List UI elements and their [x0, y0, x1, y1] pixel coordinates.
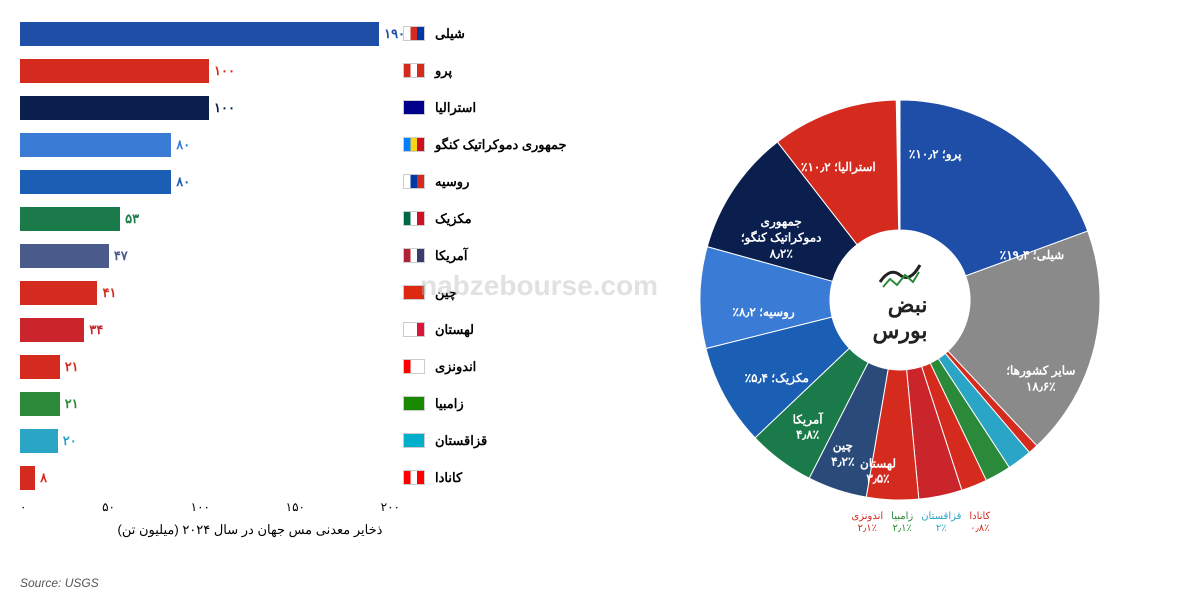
pie-label: لهستان۳٫۵٪ [860, 456, 896, 487]
bar-value: ۴۷ [109, 248, 128, 264]
bar-fill: ۸۰ [20, 170, 171, 194]
pie-label: مکزیک؛ ۵٫۴٪ [745, 371, 809, 387]
pie-small-label: زامبیا۲٫۱٪ [891, 511, 913, 535]
bar-fill: ۲۱ [20, 355, 60, 379]
pie-small-label: کانادا۰٫۸٪ [969, 511, 990, 535]
bar-value: ۸۰ [171, 137, 190, 153]
bar-fill: ۱۹۰ [20, 22, 379, 46]
bar-label: اندونزی [430, 359, 580, 375]
bar-row: چین ۴۱ [20, 274, 580, 311]
bar-label: آمریکا [430, 248, 580, 264]
flag-icon [403, 26, 425, 41]
flag-icon [403, 248, 425, 263]
bar-label: روسیه [430, 174, 580, 190]
x-tick: ۵۰ [102, 500, 115, 514]
pie-label: شیلی؛ ۱۹٫۴٪ [1000, 248, 1065, 264]
bar-value: ۱۰۰ [209, 63, 235, 79]
bar-row: لهستان ۳۴ [20, 311, 580, 348]
bar-chart: شیلی ۱۹۰ پرو ۱۰۰ استرالیا ۱۰۰ جمهوری دمو… [20, 15, 580, 495]
flag-icon [403, 470, 425, 485]
bar-row: آمریکا ۴۷ [20, 237, 580, 274]
bar-value: ۳۴ [84, 322, 103, 338]
logo-text: نبضبورس [873, 292, 928, 344]
bar-label: قزاقستان [430, 433, 580, 449]
pie-small-label: اندونزی۲٫۱٪ [851, 511, 883, 535]
bar-value: ۲۰ [58, 433, 77, 449]
bar-label: کانادا [430, 470, 580, 486]
bar-row: کانادا ۸ [20, 459, 580, 496]
x-tick: ۰ [20, 500, 26, 514]
flag-icon [403, 396, 425, 411]
bar-label: پرو [430, 63, 580, 79]
pie-label: روسیه؛ ۸٫۲٪ [733, 305, 795, 321]
flag-icon [403, 211, 425, 226]
bar-row: قزاقستان ۲۰ [20, 422, 580, 459]
flag-icon [403, 137, 425, 152]
flag-icon [403, 285, 425, 300]
x-tick: ۲۰۰ [381, 500, 400, 514]
bar-fill: ۳۴ [20, 318, 84, 342]
bar-row: مکزیک ۵۳ [20, 200, 580, 237]
bar-fill: ۵۳ [20, 207, 120, 231]
x-tick: ۱۵۰ [286, 500, 305, 514]
bar-label: شیلی [430, 26, 580, 42]
bar-value: ۸۰ [171, 174, 190, 190]
bar-row: اندونزی ۲۱ [20, 348, 580, 385]
source-text: Source: USGS [20, 576, 99, 590]
x-tick: ۱۰۰ [191, 500, 210, 514]
bar-fill: ۲۱ [20, 392, 60, 416]
bar-label: چین [430, 285, 580, 301]
bar-value: ۵۳ [120, 211, 139, 227]
bar-fill: ۸۰ [20, 133, 171, 157]
pie-small-label: قزاقستان۲٪ [921, 511, 961, 535]
x-axis-title: ذخایر معدنی مس جهان در سال ۲۰۲۴ (میلیون … [20, 522, 480, 538]
bar-value: ۲۱ [60, 396, 79, 412]
pie-label: پرو؛ ۱۰٫۲٪ [909, 147, 962, 163]
bar-value: ۱۹۰ [379, 26, 405, 42]
bar-label: مکزیک [430, 211, 580, 227]
flag-icon [403, 433, 425, 448]
flag-icon [403, 359, 425, 374]
flag-icon [403, 322, 425, 337]
bar-row: شیلی ۱۹۰ [20, 15, 580, 52]
bar-row: استرالیا ۱۰۰ [20, 89, 580, 126]
bar-label: لهستان [430, 322, 580, 338]
pie-label: جمهوریدموکراتیک کنگو؛۸٫۲٪ [741, 215, 822, 262]
bar-row: زامبیا ۲۱ [20, 385, 580, 422]
bar-fill: ۸ [20, 466, 35, 490]
bar-label: استرالیا [430, 100, 580, 116]
bar-row: پرو ۱۰۰ [20, 52, 580, 89]
bar-fill: ۱۰۰ [20, 96, 209, 120]
bar-row: روسیه ۸۰ [20, 163, 580, 200]
center-logo: نبضبورس [830, 230, 970, 370]
pie-label: آمریکا۴٫۸٪ [793, 412, 823, 443]
bar-fill: ۴۱ [20, 281, 97, 305]
x-axis: ۰ ۵۰ ۱۰۰ ۱۵۰ ۲۰۰ [20, 500, 400, 514]
flag-icon [403, 174, 425, 189]
bar-value: ۴۱ [97, 285, 116, 301]
pie-label: چین۴٫۲٪ [831, 438, 854, 469]
flag-icon [403, 63, 425, 78]
pie-label: سایر کشورها؛۱۸٫۶٪ [1006, 364, 1075, 395]
bar-value: ۸ [35, 470, 47, 486]
bar-fill: ۴۷ [20, 244, 109, 268]
bar-label: جمهوری دموکراتیک کنگو [430, 137, 580, 153]
bar-fill: ۱۰۰ [20, 59, 209, 83]
donut-chart: نبضبورس شیلی؛ ۱۹٫۴٪ سایر کشورها؛۱۸٫۶٪ لهست… [680, 80, 1120, 520]
bar-value: ۱۰۰ [209, 100, 235, 116]
bar-row: جمهوری دموکراتیک کنگو ۸۰ [20, 126, 580, 163]
bar-label: زامبیا [430, 396, 580, 412]
pie-label: استرالیا؛ ۱۰٫۲٪ [801, 160, 876, 176]
flag-icon [403, 100, 425, 115]
bar-fill: ۲۰ [20, 429, 58, 453]
bar-value: ۲۱ [60, 359, 79, 375]
